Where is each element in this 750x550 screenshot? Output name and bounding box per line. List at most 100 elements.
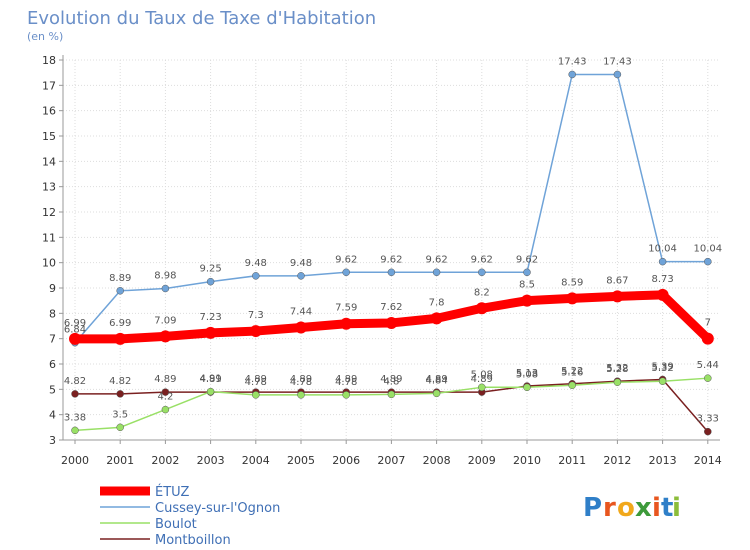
data-point [521,294,533,307]
data-label: 7.23 [199,312,221,323]
data-point [611,290,624,303]
data-point [161,405,170,414]
data-point [566,292,579,305]
data-label: 4.8 [383,376,399,387]
y-tick-label: 5 [49,383,56,396]
data-point [249,325,262,338]
data-point [613,70,622,79]
data-label: 17.43 [558,56,587,67]
data-point [297,391,305,399]
x-tick-label: 2000 [61,454,89,467]
data-point [116,287,124,295]
y-tick-label: 18 [42,54,56,67]
data-label: 5.08 [516,369,538,380]
data-point [430,312,443,325]
data-point [704,374,712,382]
data-label: 9.62 [335,254,357,265]
data-point [478,383,486,392]
y-tick-label: 8 [49,307,56,320]
x-tick-label: 2009 [468,454,496,467]
data-label: 4.89 [335,374,357,385]
data-label: 4.89 [425,374,447,385]
data-point [432,268,441,277]
x-tick-label: 2007 [377,454,405,467]
series-labels-3: 4.82 4.82 4.89 4.89 4.89 4.89 4.89 4.89 4.89 4.89… [64,361,719,424]
data-label: 7.59 [335,303,357,314]
x-tick-label: 2005 [287,454,315,467]
data-point [342,268,350,277]
data-label: 7.09 [154,315,176,326]
data-point [161,284,170,293]
data-label: 8.98 [154,271,176,282]
data-label: 4.89 [471,374,493,385]
data-point [658,257,667,266]
data-label: 4.82 [64,376,86,387]
data-point [159,330,172,343]
data-label: 9.62 [380,254,402,265]
data-label: 5.28 [606,364,628,375]
data-point [701,332,714,345]
data-label: 6.99 [64,318,86,329]
data-label: 7.3 [248,310,264,321]
y-tick-label: 10 [42,257,56,270]
data-label: 4.78 [290,377,312,388]
data-point [161,388,170,396]
data-label: 6.84 [64,325,86,336]
data-label: 7.62 [380,302,402,313]
data-label: 8.89 [109,273,131,284]
data-point [658,377,667,385]
data-label: 8.67 [606,275,628,286]
data-label: 5.32 [651,363,673,374]
y-tick-label: 14 [42,155,56,168]
y-tick-label: 15 [42,130,56,143]
data-point [387,268,396,277]
data-label: 3.5 [112,409,128,420]
data-label: 8.73 [651,274,673,285]
data-point [475,302,488,315]
series-0 [69,288,714,345]
y-tick-label: 11 [42,231,56,244]
data-label: 5.08 [471,369,493,380]
x-tick-label: 2001 [106,454,134,467]
data-label: 9.48 [290,258,312,269]
data-label: 4.89 [154,374,176,385]
y-tick-label: 13 [42,181,56,194]
y-tick-label: 7 [49,333,56,346]
data-label: 3.33 [697,414,719,425]
data-point [295,321,307,334]
data-point [206,387,215,396]
data-label: 8.2 [474,287,490,298]
axes: 3 4 5 6 7 8 9 10 11 12 13 14 15 16 17 18 2000 2001 2002 200… [42,54,722,467]
data-label: 5.32 [606,363,628,374]
data-label: 4.84 [425,375,447,386]
data-label: 10.04 [648,244,677,255]
data-label: 7 [705,318,711,329]
x-tick-label: 2013 [649,454,677,467]
data-label: 4.78 [245,377,267,388]
logo-letter: t [661,493,673,523]
data-point [206,277,215,286]
data-point [204,326,217,339]
x-tick-label: 2011 [558,454,586,467]
data-point [385,316,398,329]
data-point [568,381,576,390]
data-label: 4.89 [290,374,312,385]
data-label: 5.39 [651,361,673,372]
y-tick-label: 17 [42,79,56,92]
data-label: 8.59 [561,277,583,288]
chart-subtitle: (en %) [27,30,63,43]
logo-letter: o [617,493,635,523]
data-label: 9.62 [516,254,538,265]
data-label: 7.8 [429,297,445,308]
data-point [432,389,441,398]
data-label: 8.5 [519,280,535,291]
logo-letter: r [603,493,616,523]
data-point [116,390,124,398]
x-tick-label: 2012 [603,454,631,467]
series-labels-1: 6.84 8.89 8.98 9.25 9.48 9.48 9.62 9.62 9.62 9.62… [64,56,722,335]
logo-letter: x [635,493,652,523]
data-label: 4.89 [245,374,267,385]
data-point [613,378,622,386]
